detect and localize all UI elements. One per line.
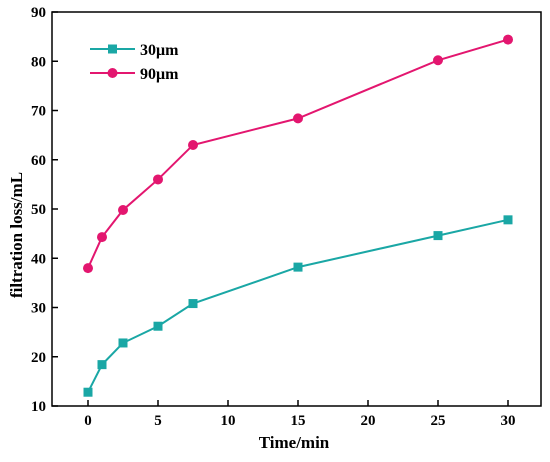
x-tick-label: 15 <box>291 413 306 429</box>
series-1 <box>83 215 513 397</box>
data-point <box>293 113 303 124</box>
legend: 30μm 90μm <box>90 42 179 83</box>
x-tick-label: 25 <box>431 413 446 429</box>
x-tick-label: 30 <box>501 413 516 429</box>
data-point <box>118 204 128 215</box>
data-point <box>83 263 93 274</box>
data-point <box>188 299 198 309</box>
legend-marker <box>108 44 117 54</box>
data-point <box>83 387 93 397</box>
legend-label: 30μm <box>140 42 179 59</box>
data-point <box>153 321 163 331</box>
y-tick-label: 10 <box>31 399 46 415</box>
y-tick-label: 90 <box>31 5 46 21</box>
data-point <box>153 174 163 185</box>
series-2 <box>83 34 513 274</box>
data-point <box>118 338 128 348</box>
x-tick-label: 10 <box>221 413 236 429</box>
y-axis-ticks: 10 20 30 40 50 60 70 80 90 <box>31 5 58 415</box>
y-tick-label: 60 <box>31 153 46 169</box>
data-point <box>503 34 513 45</box>
data-point <box>97 360 107 370</box>
data-point <box>293 262 303 272</box>
y-tick-label: 30 <box>31 301 46 317</box>
x-tick-label: 20 <box>361 413 376 429</box>
y-tick-label: 50 <box>31 202 46 218</box>
data-point <box>433 231 443 241</box>
y-tick-label: 80 <box>31 54 46 70</box>
y-tick-label: 70 <box>31 104 46 120</box>
y-tick-label: 40 <box>31 251 46 267</box>
legend-marker <box>107 68 118 78</box>
x-tick-label: 0 <box>84 413 92 429</box>
series-line <box>87 218 509 393</box>
data-point <box>97 232 107 243</box>
x-axis-ticks: 0 5 10 15 20 25 30 <box>84 400 516 429</box>
data-point <box>433 55 443 66</box>
x-tick-label: 5 <box>154 413 162 429</box>
x-axis-title: Time/min <box>259 433 330 452</box>
legend-item: 90μm <box>90 66 179 83</box>
legend-label: 90μm <box>140 66 179 83</box>
series-layer <box>83 34 513 397</box>
series-line <box>87 38 509 269</box>
y-tick-label: 20 <box>31 350 46 366</box>
data-point <box>503 215 513 225</box>
legend-item: 30μm <box>90 42 179 59</box>
y-axis-title: filtration loss/mL <box>7 172 26 298</box>
data-point <box>188 139 198 150</box>
